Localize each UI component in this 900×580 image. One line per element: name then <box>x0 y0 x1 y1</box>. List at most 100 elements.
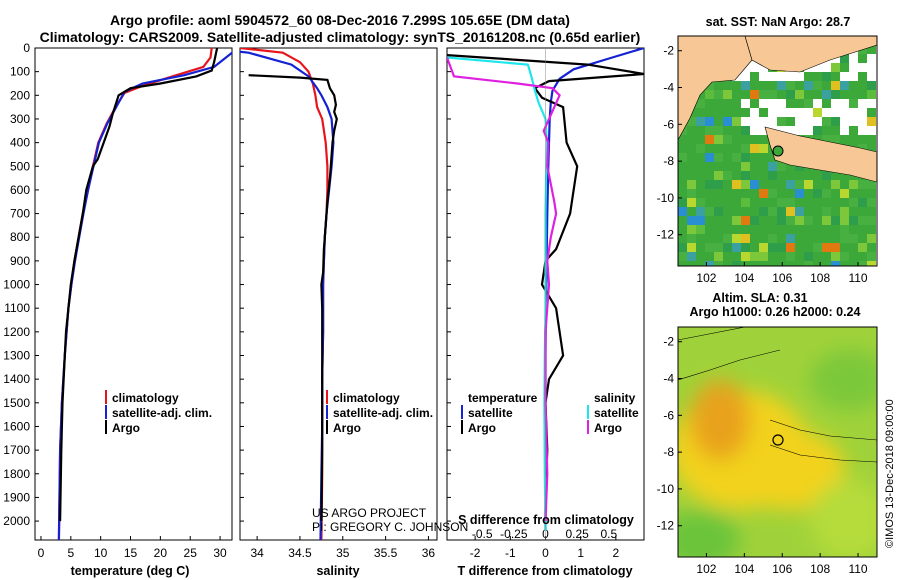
salinity-legend: climatology satellite-adj. clim. Argo <box>326 390 433 435</box>
sst-cell <box>741 261 750 266</box>
sst-cell <box>687 207 696 216</box>
sst-cell <box>678 243 687 252</box>
sst-cell <box>678 198 687 207</box>
sst-cell <box>750 171 759 180</box>
sst-cell <box>696 252 705 261</box>
sst-cell <box>750 189 759 198</box>
sst-cell <box>777 189 786 198</box>
sst-cell <box>714 117 723 126</box>
depth-tick-label: 1700 <box>3 443 30 457</box>
sst-cell <box>732 99 741 108</box>
sst-cell <box>831 198 840 207</box>
sst-cell <box>723 81 732 90</box>
sst-cell <box>777 90 786 99</box>
sst-cell <box>867 252 876 261</box>
sst-cell <box>750 90 759 99</box>
sst-cell <box>705 216 714 225</box>
sst-cell <box>831 180 840 189</box>
sst-cell <box>705 234 714 243</box>
depth-tick-label: 800 <box>10 230 30 244</box>
depth-tick-label: 1300 <box>3 349 30 363</box>
sst-cell <box>759 261 768 266</box>
sst-cell <box>759 81 768 90</box>
sst-cell <box>822 135 831 144</box>
x-tick-label: 36 <box>422 546 436 560</box>
sst-cell <box>768 216 777 225</box>
sst-cell <box>732 261 741 266</box>
sst-cell <box>822 198 831 207</box>
sst-cell <box>804 225 813 234</box>
map-y-tick-label: -6 <box>663 117 674 131</box>
sst-cell <box>804 261 813 266</box>
sst-cell <box>840 216 849 225</box>
sst-cell <box>822 90 831 99</box>
sst-cell <box>687 225 696 234</box>
sst-cell <box>768 234 777 243</box>
sst-cell <box>777 225 786 234</box>
sst-cell <box>822 72 831 81</box>
map-y-tick-label: -10 <box>657 482 675 496</box>
sst-cell <box>867 216 876 225</box>
sst-cell <box>705 90 714 99</box>
x-tick-label: -1 <box>505 546 516 560</box>
sst-cell <box>750 216 759 225</box>
sst-cell <box>831 63 840 72</box>
depth-tick-label: 100 <box>10 65 30 79</box>
x-tick-label: 15 <box>124 546 138 560</box>
series-argo <box>248 74 338 522</box>
sst-cell <box>804 216 813 225</box>
sst-cell <box>687 243 696 252</box>
sst-cell <box>795 171 804 180</box>
sst-cell <box>849 99 858 108</box>
sst-cell <box>786 243 795 252</box>
sst-cell <box>840 90 849 99</box>
sst-cell <box>741 198 750 207</box>
sst-cell <box>678 189 687 198</box>
sst-cell <box>786 99 795 108</box>
sst-cell <box>831 81 840 90</box>
sst-cell <box>687 234 696 243</box>
sst-cell <box>858 252 867 261</box>
sst-cell <box>759 171 768 180</box>
sst-cell <box>858 180 867 189</box>
sst-cell <box>678 216 687 225</box>
x-tick-label: 20 <box>154 546 168 560</box>
map-x-tick-label: 102 <box>696 562 716 576</box>
sst-cell <box>867 225 876 234</box>
sst-cell <box>705 81 714 90</box>
map-x-tick-label: 104 <box>734 562 754 576</box>
sst-cell <box>750 198 759 207</box>
sst-cell <box>867 207 876 216</box>
sst-map-frame <box>677 35 878 267</box>
sst-cell <box>687 126 696 135</box>
sst-cell <box>714 135 723 144</box>
sst-cell <box>714 198 723 207</box>
sst-cell <box>867 45 876 54</box>
sst-cell <box>759 243 768 252</box>
sst-cell <box>849 216 858 225</box>
sst-cell <box>867 198 876 207</box>
sst-cell <box>750 81 759 90</box>
map-x-tick-label: 104 <box>734 271 754 285</box>
sst-cell <box>795 225 804 234</box>
sst-cell <box>696 135 705 144</box>
x-tick-label: 5 <box>67 546 74 560</box>
sst-cell <box>759 90 768 99</box>
difference-legend: temperature satellite Argo salinity sate… <box>461 391 639 435</box>
series-climatology <box>240 48 329 540</box>
sst-cell <box>813 243 822 252</box>
map-y-tick-label: -4 <box>663 372 674 386</box>
s-diff-tick-label: -0.25 <box>500 527 528 541</box>
sst-cell <box>768 162 777 171</box>
sst-cell <box>732 117 741 126</box>
depth-tick-label: 1800 <box>3 467 30 481</box>
sst-cell <box>723 162 732 171</box>
sst-cell <box>777 198 786 207</box>
sst-cell <box>831 243 840 252</box>
sla-map-frame <box>677 326 878 558</box>
legend-label-s-satellite: satellite <box>594 406 639 420</box>
sst-cell <box>822 216 831 225</box>
sst-cell <box>831 261 840 266</box>
sst-cell <box>723 126 732 135</box>
sst-cell <box>867 117 876 126</box>
